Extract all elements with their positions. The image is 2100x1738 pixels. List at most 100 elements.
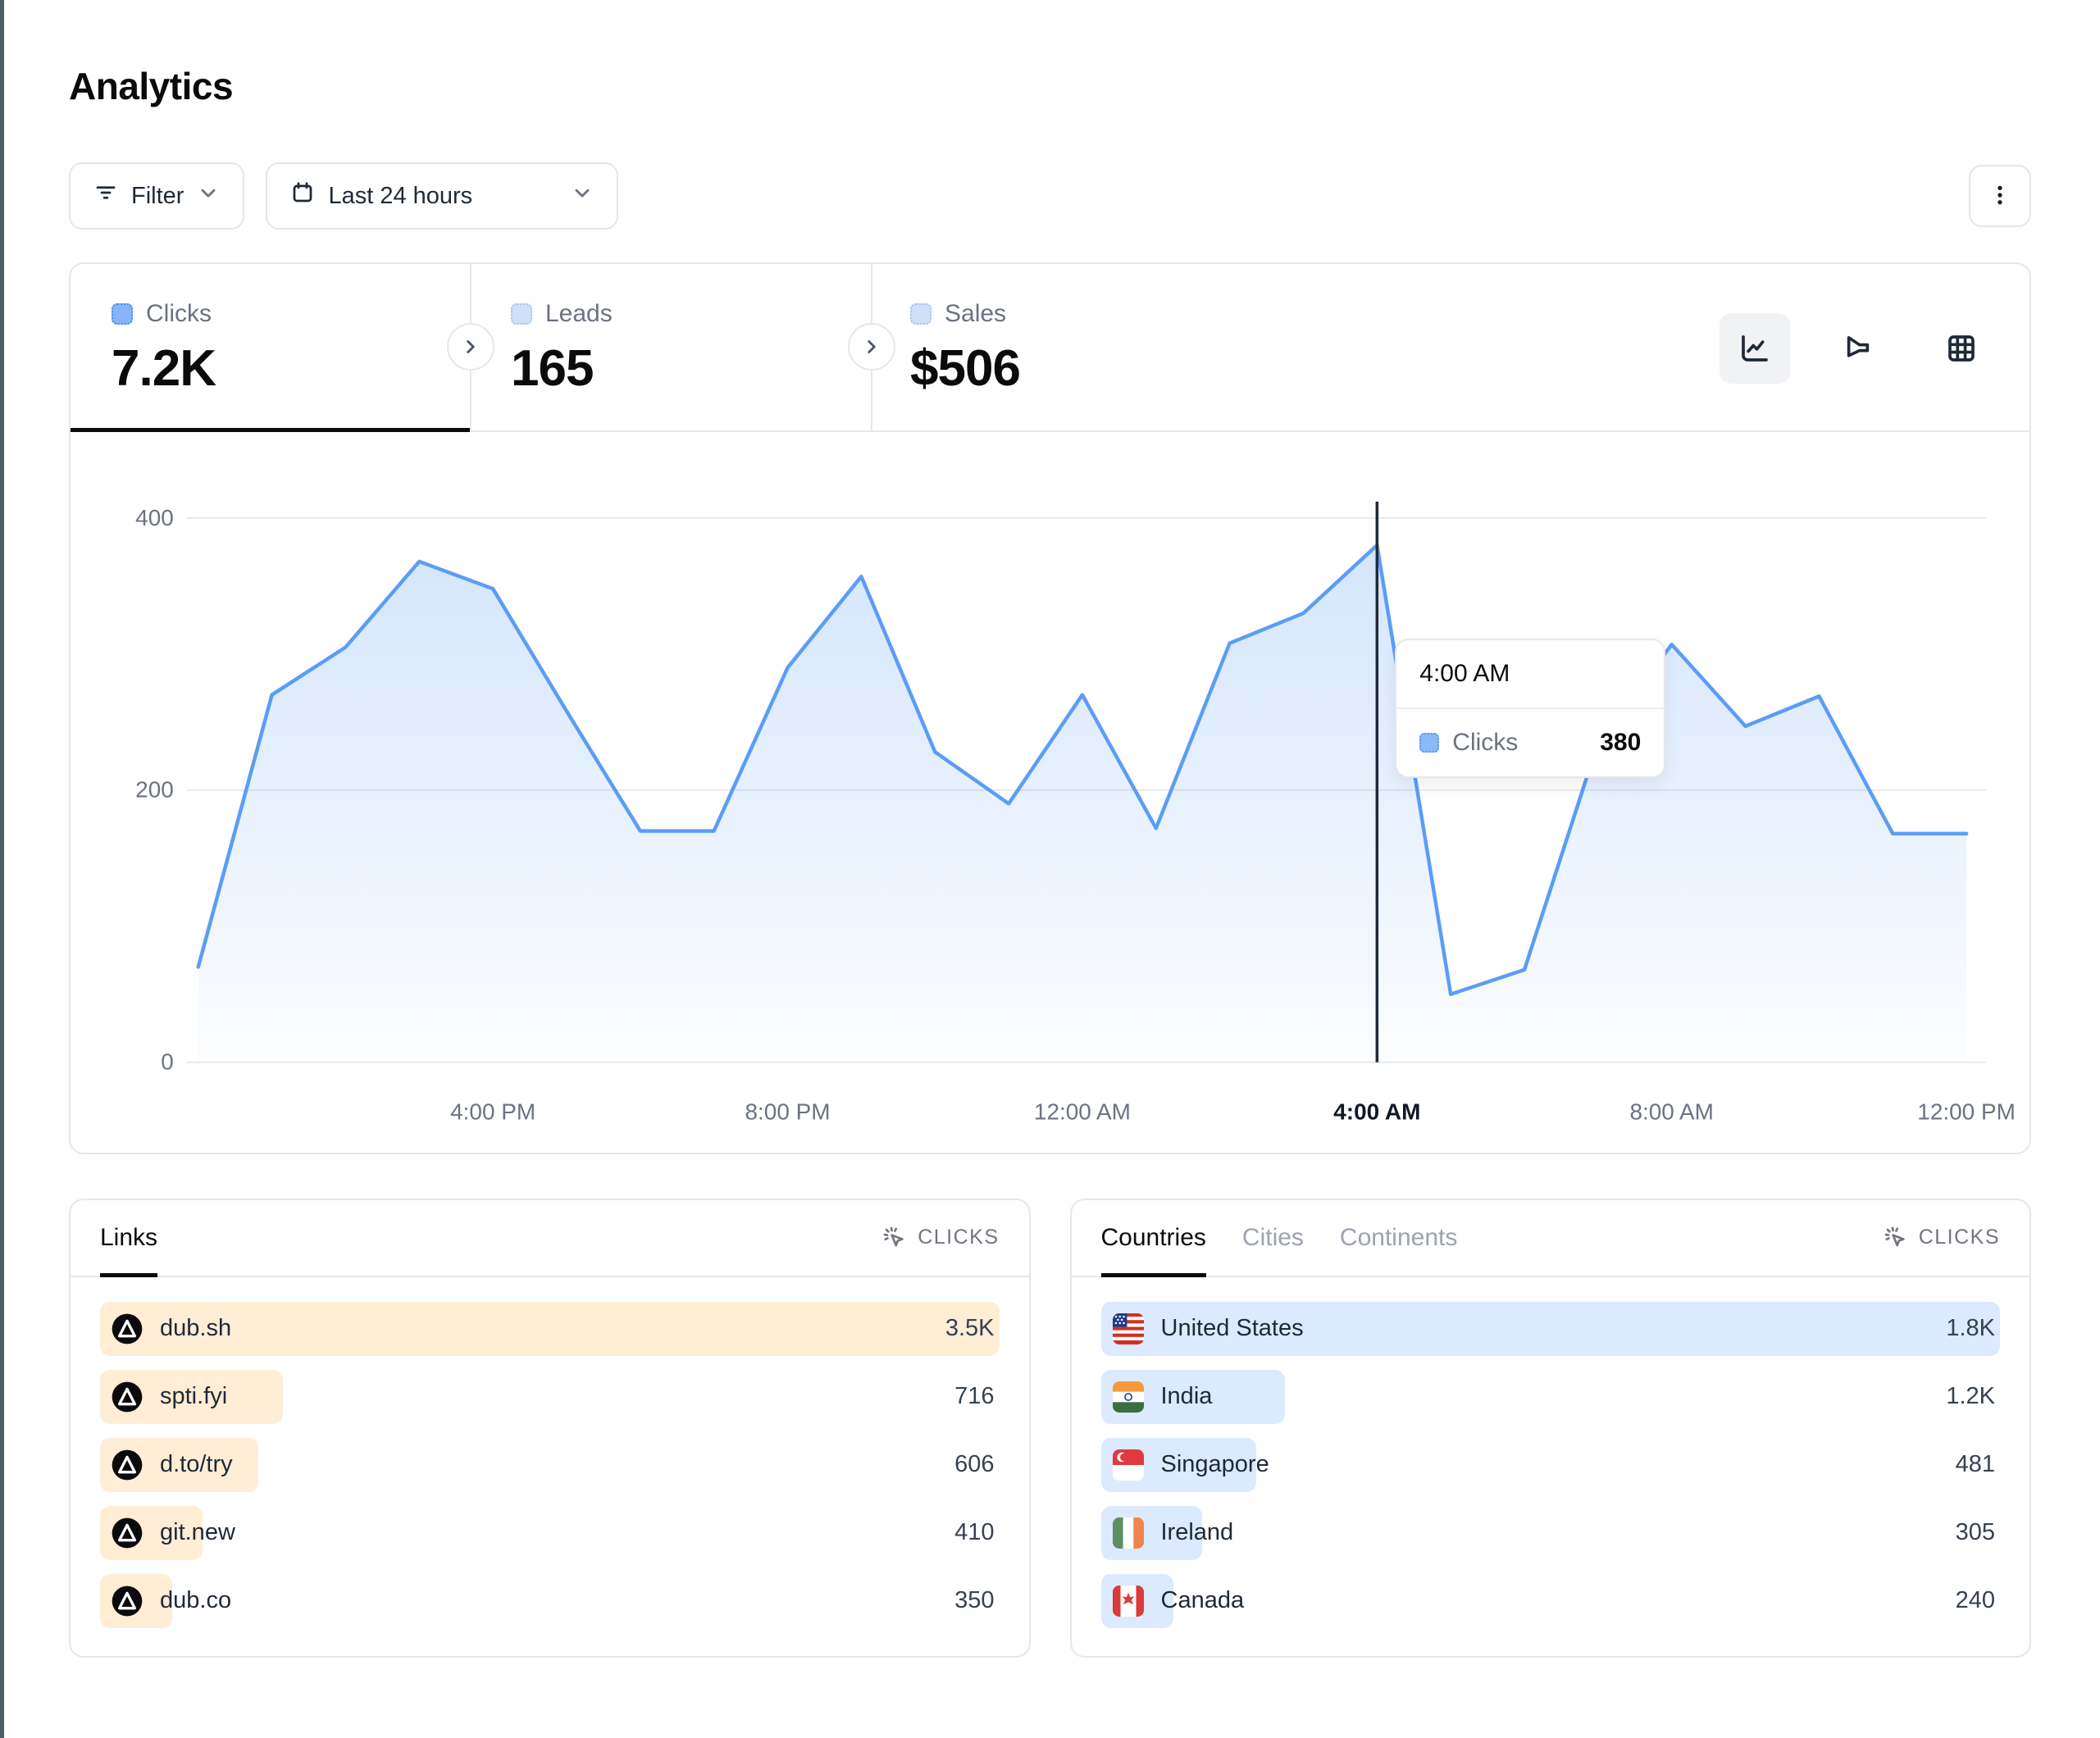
line-chart-view-button[interactable]	[1720, 313, 1790, 384]
list-row[interactable]: India 1.2K	[1100, 1369, 2001, 1424]
table-view-button[interactable]	[1926, 313, 1997, 384]
calendar-icon	[290, 180, 315, 212]
tooltip-value: 380	[1600, 729, 1642, 756]
row-label: Ireland	[1160, 1519, 1234, 1546]
list-row[interactable]: Singapore 481	[1100, 1437, 2001, 1492]
links-sort-by-clicks[interactable]: CLICKS	[881, 1225, 999, 1251]
svg-text:4:00 AM: 4:00 AM	[1333, 1099, 1420, 1125]
row-value: 305	[1955, 1519, 1995, 1546]
links-panel: Links CLICKS dub.sh 3.5K spti.fyi 716	[69, 1198, 1031, 1658]
chart-tooltip: 4:00 AM Clicks 380	[1395, 639, 1666, 778]
row-value: 1.2K	[1946, 1383, 1995, 1410]
tab-links[interactable]: Links	[100, 1200, 158, 1277]
list-row[interactable]: Canada 240	[1100, 1573, 2001, 1628]
chevron-down-icon	[197, 181, 220, 211]
filter-button[interactable]: Filter	[69, 162, 245, 230]
filter-icon	[93, 180, 118, 212]
row-value: 481	[1955, 1451, 1995, 1478]
svg-text:4:00 PM: 4:00 PM	[450, 1099, 535, 1125]
svg-text:8:00 AM: 8:00 AM	[1629, 1099, 1714, 1125]
filter-button-label: Filter	[131, 182, 184, 209]
dub-logo-icon	[111, 1585, 143, 1617]
row-label: git.new	[160, 1519, 235, 1546]
us-flag-icon	[1112, 1313, 1145, 1345]
links-list: dub.sh 3.5K spti.fyi 716 d.to/try 606 gi…	[71, 1277, 1029, 1628]
area-chart: 0 200 400 4:00 PM 8:00 PM 12:00 AM 4:00 AM 8:00…	[135, 501, 2016, 1125]
in-flag-icon	[1112, 1381, 1145, 1413]
list-row[interactable]: Ireland 305	[1100, 1505, 2001, 1560]
metric-tabs-row: Clicks 7.2K Leads 165 Sales $506	[71, 264, 2029, 432]
expand-leads-button[interactable]	[447, 323, 494, 371]
list-row[interactable]: dub.sh 3.5K	[100, 1301, 1000, 1356]
row-label: dub.co	[160, 1587, 232, 1614]
line-chart-icon	[1742, 335, 1768, 362]
row-value: 350	[954, 1587, 995, 1614]
countries-sort-by-clicks[interactable]: CLICKS	[1883, 1225, 2000, 1251]
cursor-click-icon	[1884, 1226, 1905, 1246]
row-label: India	[1160, 1383, 1213, 1410]
dub-logo-icon	[111, 1381, 143, 1413]
countries-panel-header: Countries Cities Continents CLICKS	[1071, 1200, 2029, 1277]
more-options-button[interactable]	[1969, 165, 2031, 227]
chevron-right-icon	[868, 340, 876, 353]
leads-swatch-icon	[511, 303, 532, 325]
window-edge-strip	[0, 0, 4, 1738]
row-value: 716	[954, 1383, 995, 1410]
list-row[interactable]: dub.co 350	[100, 1573, 1000, 1628]
row-bar	[100, 1301, 1000, 1356]
clicks-swatch-icon	[112, 303, 133, 325]
dub-logo-icon	[111, 1449, 143, 1481]
row-value: 1.8K	[1946, 1315, 1995, 1342]
funnel-chart-view-button[interactable]	[1823, 313, 1893, 384]
ca-flag-icon	[1112, 1585, 1145, 1617]
chevron-right-icon	[467, 340, 475, 353]
svg-text:200: 200	[135, 777, 174, 803]
sort-column-label: CLICKS	[918, 1226, 1000, 1249]
list-row[interactable]: git.new 410	[100, 1505, 1000, 1560]
tooltip-time: 4:00 AM	[1396, 640, 1665, 709]
clicks-swatch-icon	[1419, 733, 1440, 753]
metric-label: Leads	[545, 300, 613, 327]
chevron-down-icon	[571, 181, 594, 211]
svg-text:8:00 PM: 8:00 PM	[745, 1099, 831, 1125]
row-label: dub.sh	[160, 1315, 232, 1342]
row-label: Singapore	[1160, 1451, 1269, 1478]
cursor-click-icon	[883, 1226, 904, 1246]
date-range-label: Last 24 hours	[328, 182, 473, 209]
metric-tab-leads[interactable]: Leads 165	[470, 264, 869, 430]
row-value: 240	[1955, 1587, 1995, 1614]
analytics-chart-card: Clicks 7.2K Leads 165 Sales $506	[69, 262, 2031, 1154]
metric-tab-clicks[interactable]: Clicks 7.2K	[71, 264, 470, 432]
countries-list: United States 1.8K India 1.2K Singapore …	[1072, 1277, 2030, 1628]
row-value: 3.5K	[945, 1315, 995, 1342]
svg-text:0: 0	[161, 1049, 174, 1075]
metric-value: 165	[511, 340, 594, 397]
funnel-chart-icon	[1847, 336, 1870, 357]
row-label: d.to/try	[160, 1451, 233, 1478]
sales-swatch-icon	[910, 303, 932, 325]
toolbar: Filter Last 24 hours	[69, 162, 2031, 230]
kebab-menu-icon	[1988, 183, 2012, 210]
expand-sales-button[interactable]	[848, 323, 895, 371]
row-bar	[1100, 1301, 2000, 1356]
grid-table-icon	[1948, 335, 1975, 362]
sort-column-label: CLICKS	[1918, 1226, 2000, 1249]
row-value: 606	[954, 1451, 995, 1478]
svg-text:12:00 AM: 12:00 AM	[1034, 1099, 1131, 1125]
list-row[interactable]: d.to/try 606	[100, 1437, 1000, 1492]
dub-logo-icon	[111, 1313, 143, 1345]
tab-countries[interactable]: Countries	[1100, 1200, 1207, 1277]
metric-label: Clicks	[146, 300, 212, 327]
tooltip-series-label: Clicks	[1452, 729, 1519, 756]
clicks-timeseries-chart[interactable]: 0 200 400 4:00 PM 8:00 PM 12:00 AM 4:00 AM 8:00…	[71, 432, 2029, 1153]
row-value: 410	[954, 1519, 995, 1546]
list-row[interactable]: United States 1.8K	[1100, 1301, 2000, 1356]
tab-cities[interactable]: Cities	[1241, 1223, 1304, 1251]
metric-value: 7.2K	[112, 340, 216, 397]
date-range-button[interactable]: Last 24 hours	[266, 162, 619, 230]
countries-panel: Countries Cities Continents CLICKS Unite…	[1069, 1198, 2031, 1658]
list-row[interactable]: spti.fyi 716	[100, 1369, 1000, 1424]
metric-tab-sales[interactable]: Sales $506	[869, 264, 2029, 430]
dub-logo-icon	[111, 1517, 143, 1549]
tab-continents[interactable]: Continents	[1339, 1223, 1458, 1251]
